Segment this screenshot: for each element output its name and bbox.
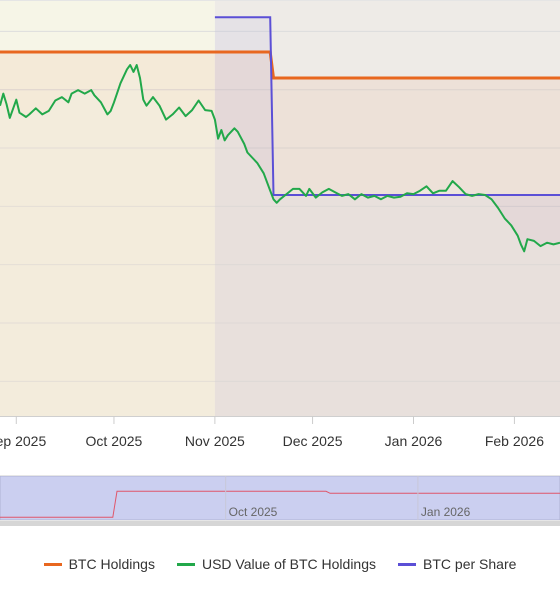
x-tick-label: Nov 2025 [185,433,245,449]
legend-label: BTC per Share [423,556,517,572]
x-tick-label: Jan 2026 [385,433,443,449]
usd-value-area [0,65,560,416]
legend-swatch [43,562,62,566]
legend-swatch [398,562,417,566]
legend-label: BTC Holdings [68,556,155,572]
legend-swatch [176,562,195,566]
legend-item[interactable]: BTC Holdings [43,556,155,572]
btc-holdings-area [0,52,560,416]
navigator-series [0,490,560,518]
legend-label: USD Value of BTC Holdings [201,556,377,572]
navigator-label: Oct 2025 [229,505,278,519]
navigator-background [0,475,560,521]
series-line-usd-value [0,64,560,253]
x-tick-label: Dec 2025 [283,433,343,449]
x-tick-label: Oct 2025 [86,433,143,449]
x-tick-label: Sep 2025 [0,433,46,449]
navigator-label: Jan 2026 [421,505,471,519]
legend: BTC Holdings USD Value of BTC Holdings BTC… [0,550,560,578]
series-line-btc-per-share [214,16,560,196]
x-tick-label: Feb 2026 [485,433,544,449]
legend-item[interactable]: USD Value of BTC Holdings [176,556,377,572]
btc-per-share-area [214,17,560,417]
navigator-scrollbar[interactable] [0,521,560,526]
plot-band-left [0,0,215,416]
navigator-selection[interactable] [0,476,560,520]
legend-item[interactable]: BTC per Share [398,556,516,572]
